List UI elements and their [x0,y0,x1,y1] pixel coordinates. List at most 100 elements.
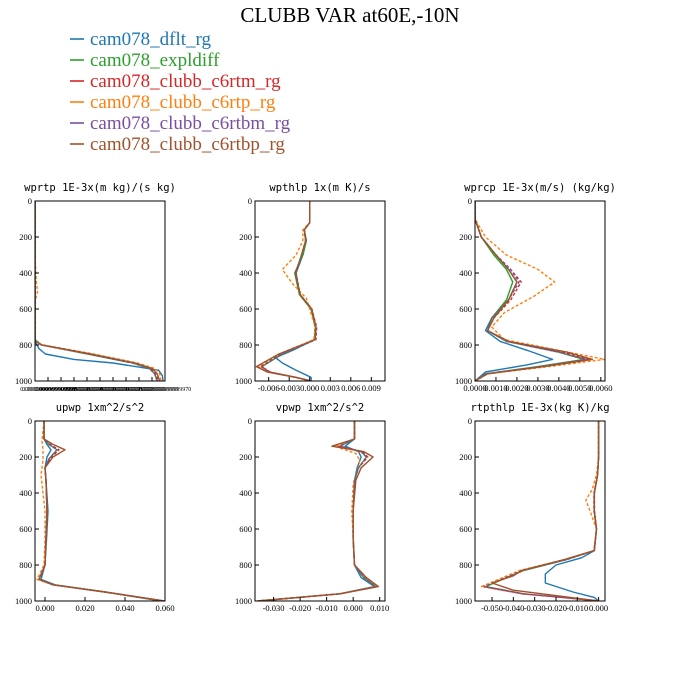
x-tick-label: -0.003 [278,383,300,393]
chart-panel: wprcp 1E-3x(m/s) (kg/kg) 0 200 400 600 800 100… [455,182,616,393]
legend-entry: cam078_dflt_rg [70,29,212,50]
series-line [38,421,165,601]
x-tick-label: 0.0060 [589,383,612,393]
legend-label: cam078_clubb_c6rtbp_rg [90,134,285,155]
x-tick-label: 0.003 [321,383,340,393]
x-tick-label: 0.0000000499999999 [74,387,127,393]
x-tick-label: 0.010 [370,603,389,613]
y-tick-label: 1000 [15,596,32,606]
y-tick-label: 200 [19,232,32,242]
x-tick-label: -0.010 [566,603,588,613]
plot-frame [34,200,166,382]
plot-frame [34,420,166,602]
y-tick-label: 1000 [15,376,32,386]
x-tick-label: -0.050 [481,603,503,613]
y-tick-label: 200 [459,452,472,462]
legend-label: cam078_expldiff [90,50,220,71]
y-tick-label: 1000 [235,596,252,606]
legend-entry: cam078_clubb_c6rtp_rg [70,92,276,113]
y-tick-label: 0 [248,196,252,206]
series-line [38,421,164,601]
x-tick-label: 0.020 [75,603,94,613]
y-tick-label: 600 [239,304,252,314]
x-tick-label: 0.0000000 [22,387,48,393]
plot-frame [254,420,386,602]
x-tick-label: -0.020 [545,603,567,613]
y-tick-label: 400 [459,268,472,278]
y-tick-label: 800 [19,560,32,570]
x-tick-label: -0.010 [316,603,338,613]
plot-frame [474,420,606,602]
y-tick-label: 400 [239,488,252,498]
y-tick-label: 0 [468,416,472,426]
x-tick-label: 0.0000000299999999 [48,387,101,393]
series-line [38,421,165,601]
x-tick-label: 0.0000000399999999 [61,387,114,393]
y-tick-label: 600 [459,524,472,534]
x-tick-label: 0.000 [300,383,319,393]
x-tick-label: 0.0030 [526,383,549,393]
series-line [484,421,600,601]
panel-title: wprcp 1E-3x(m/s) (kg/kg) [464,182,616,194]
y-tick-label: 400 [239,268,252,278]
x-tick-label: 0.0000000599999999 [87,387,140,393]
series-line [35,201,162,381]
x-tick-label: 0.0000000999999970 [139,387,192,393]
x-tick-label: 0.000 [589,603,608,613]
y-tick-label: 800 [459,560,472,570]
series-line [35,201,161,381]
panel-title: rtpthlp 1E-3x(kg K)/kg [470,402,609,414]
y-tick-label: 0 [28,196,32,206]
series-line [475,201,594,381]
y-tick-label: 0 [28,416,32,426]
panel-title: wprtp 1E-3x(m kg)/(s kg) [24,182,176,194]
x-tick-label: -0.006 [258,383,280,393]
x-tick-label: -0.030 [524,603,546,613]
legend: cam078_dflt_rgcam078_expldiffcam078_club… [70,29,291,155]
series-line [483,421,600,601]
legend-entry: cam078_clubb_c6rtbm_rg [70,113,291,134]
chart-panel: rtpthlp 1E-3x(kg K)/kg02004006008001000-… [455,402,610,613]
series-line [38,421,165,601]
series-line [257,421,377,601]
x-tick-label: -0.030 [263,603,285,613]
x-tick-label: 0.040 [115,603,134,613]
y-tick-label: 1000 [235,376,252,386]
x-tick-label: 0.00000000999999999 [20,387,76,393]
x-tick-label: 0.060 [155,603,174,613]
y-tick-label: 800 [239,560,252,570]
y-tick-label: 0 [248,416,252,426]
y-tick-label: 800 [459,340,472,350]
y-tick-label: 800 [19,340,32,350]
figure-title: CLUBB VAR at60E,-10N [240,3,459,27]
panels: wprtp 1E-3x(m kg)/(s kg) 0 200 400 600 800 100… [15,182,616,613]
x-tick-label: 0.0040 [547,383,570,393]
y-tick-label: 600 [459,304,472,314]
x-tick-label: -0.020 [289,603,311,613]
series-line [40,421,162,601]
series-line [35,201,158,381]
series-line [259,201,318,381]
legend-entry: cam078_clubb_c6rtm_rg [70,71,281,92]
x-tick-label: 0.0000000699999999 [100,387,153,393]
x-tick-label: 0.009 [362,383,381,393]
panel-title: vpwp 1xm^2/s^2 [276,402,365,414]
chart-panel: wprtp 1E-3x(m kg)/(s kg) 0 200 400 600 800 100… [15,182,191,393]
y-tick-label: 200 [239,452,252,462]
series-line [491,421,600,601]
x-tick-label: 0.0000000199999999 [35,387,88,393]
series-line [261,201,316,381]
series-line [257,421,377,601]
chart-panel: vpwp 1xm^2/s^2 0 200 400 600 800 1000 -0.030 -0.… [235,402,389,613]
series-line [35,201,160,381]
series-line [261,201,318,381]
y-tick-label: 400 [19,268,32,278]
x-tick-label: 0.000 [344,603,363,613]
plot-frame [254,200,386,382]
y-tick-label: 200 [239,232,252,242]
y-tick-label: 200 [19,452,32,462]
x-tick-label: 0.000 [35,603,54,613]
plot-frame [474,200,606,382]
x-tick-label: 0.0000000799999999 [113,387,166,393]
